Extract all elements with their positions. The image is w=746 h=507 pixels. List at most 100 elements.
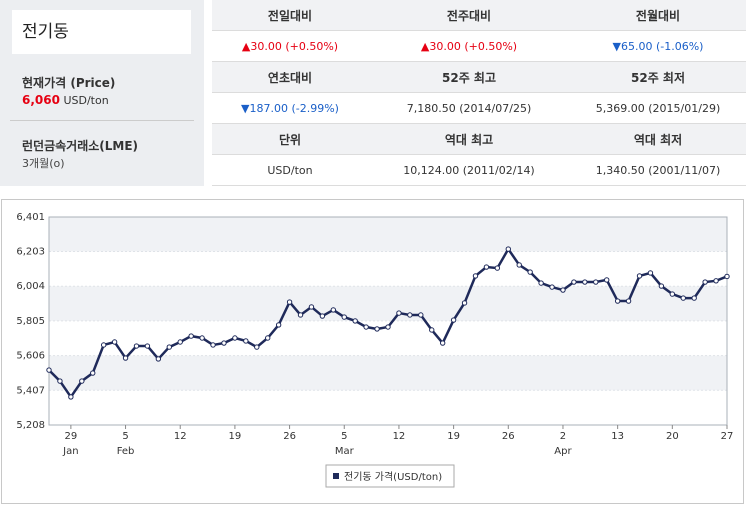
data-point bbox=[90, 370, 96, 376]
data-point bbox=[407, 312, 413, 318]
data-point bbox=[221, 340, 227, 346]
data-point bbox=[582, 279, 588, 285]
data-point bbox=[614, 298, 621, 304]
data-point bbox=[516, 262, 522, 268]
data-point bbox=[232, 335, 238, 341]
x-tick-label: 29 bbox=[65, 431, 78, 442]
x-tick-label: 12 bbox=[174, 431, 187, 442]
x-tick-label: 19 bbox=[447, 431, 460, 442]
price: 6,060 bbox=[22, 93, 60, 107]
x-month-label: Jan bbox=[62, 446, 78, 457]
data-point bbox=[254, 344, 260, 350]
header-cell: 전일대비 bbox=[212, 0, 368, 31]
price-line: 6,060 USD/ton bbox=[22, 93, 109, 107]
data-point bbox=[713, 278, 719, 284]
x-tick-label: 19 bbox=[229, 431, 242, 442]
header-row: 연초대비 52주 최고 52주 최저 bbox=[212, 61, 746, 93]
value-cell: USD/ton bbox=[212, 154, 368, 186]
legend-swatch bbox=[333, 473, 339, 479]
data-point bbox=[297, 312, 304, 318]
data-point bbox=[330, 307, 337, 313]
data-point bbox=[680, 295, 686, 301]
value-cell: ▼65.00 (-1.06%) bbox=[570, 30, 746, 62]
value-cell: 7,180.50 (2014/07/25) bbox=[368, 92, 570, 124]
data-point bbox=[319, 313, 326, 319]
x-tick-label: 27 bbox=[721, 431, 734, 442]
plot-border bbox=[48, 216, 728, 426]
data-point bbox=[177, 339, 183, 345]
legend-box bbox=[325, 464, 455, 488]
data-point bbox=[188, 333, 194, 339]
data-point bbox=[604, 277, 610, 283]
data-point bbox=[275, 322, 282, 328]
header-row: 전일대비 전주대비 전월대비 bbox=[212, 0, 746, 31]
data-point bbox=[658, 283, 665, 289]
stats-table: 전일대비 전주대비 전월대비 ▲30.00 (+0.50%) ▲30.00 (+0.50… bbox=[212, 0, 746, 186]
chart: 5,208 5,407 5,606 5,805 6,004 6,203 6,401 29 Jan… bbox=[1, 199, 744, 504]
data-point bbox=[571, 279, 577, 285]
price-label: 현재가격 (Price) bbox=[22, 76, 116, 90]
header-cell: 전월대비 bbox=[570, 0, 746, 31]
value-row: ▼187.00 (-2.99%) 7,180.50 (2014/07/25) 5,3… bbox=[212, 92, 746, 124]
data-point bbox=[593, 279, 599, 285]
data-point bbox=[46, 367, 52, 373]
value-row: USD/ton 10,124.00 (2011/02/14) 1,340.50 (2… bbox=[212, 154, 746, 186]
value-cell: 10,124.00 (2011/02/14) bbox=[368, 154, 570, 186]
x-tick-label: 2 bbox=[560, 431, 566, 442]
value-cell: 1,340.50 (2001/11/07) bbox=[570, 154, 746, 186]
x-tick-label: 20 bbox=[666, 431, 679, 442]
data-point bbox=[625, 298, 632, 304]
data-point bbox=[549, 284, 555, 290]
y-tick-label: 6,004 bbox=[16, 281, 45, 292]
header-cell: 단위 bbox=[212, 123, 368, 155]
header-cell: 52주 최저 bbox=[570, 61, 746, 93]
x-month-label: Feb bbox=[117, 446, 135, 457]
value-cell: ▲30.00 (+0.50%) bbox=[368, 30, 570, 62]
data-point bbox=[527, 269, 533, 275]
data-point bbox=[702, 279, 708, 285]
data-point bbox=[57, 378, 63, 384]
price-unit: USD/ton bbox=[63, 94, 109, 107]
data-point bbox=[418, 312, 424, 318]
header-cell: 52주 최고 bbox=[368, 61, 570, 93]
x-month-label: Mar bbox=[335, 446, 355, 457]
x-month-label: Apr bbox=[554, 446, 572, 457]
data-point bbox=[450, 317, 457, 323]
data-point bbox=[308, 304, 315, 310]
x-tick-label: 26 bbox=[502, 431, 515, 442]
data-point bbox=[691, 295, 697, 301]
value-row: ▲30.00 (+0.50%) ▲30.00 (+0.50%) ▼65.00 (-1… bbox=[212, 30, 746, 62]
header-cell: 역대 최고 bbox=[368, 123, 570, 155]
data-point bbox=[199, 335, 205, 341]
data-point bbox=[439, 340, 446, 346]
header-row: 단위 역대 최고 역대 최저 bbox=[212, 123, 746, 155]
data-point bbox=[483, 264, 490, 270]
data-point bbox=[429, 327, 435, 333]
data-point bbox=[374, 326, 380, 332]
value-cell: ▼187.00 (-2.99%) bbox=[212, 92, 368, 124]
data-point bbox=[341, 314, 347, 320]
data-point bbox=[243, 338, 249, 344]
exchange: 런던금속거래소(LME) bbox=[22, 139, 139, 153]
data-point bbox=[472, 273, 479, 279]
y-tick-label: 5,407 bbox=[16, 385, 45, 396]
price-panel: 전기동 현재가격 (Price) 6,060 USD/ton 런던금속거래소(L… bbox=[0, 0, 204, 186]
x-tick-label: 5 bbox=[122, 431, 128, 442]
data-point bbox=[122, 355, 129, 361]
plot-band bbox=[49, 355, 727, 391]
x-tick-label: 12 bbox=[393, 431, 406, 442]
data-point bbox=[538, 280, 544, 286]
x-tick-label: 5 bbox=[341, 431, 347, 442]
value-cell: 5,369.00 (2015/01/29) bbox=[570, 92, 746, 124]
header-cell: 연초대비 bbox=[212, 61, 368, 93]
header-cell: 전주대비 bbox=[368, 0, 570, 31]
data-point bbox=[210, 342, 216, 348]
x-tick-label: 26 bbox=[283, 431, 296, 442]
data-point bbox=[647, 270, 654, 276]
contract: 3개월(o) bbox=[22, 157, 65, 170]
data-point bbox=[494, 265, 501, 271]
data-point bbox=[669, 291, 676, 297]
data-point bbox=[505, 246, 511, 252]
data-point bbox=[363, 324, 369, 330]
